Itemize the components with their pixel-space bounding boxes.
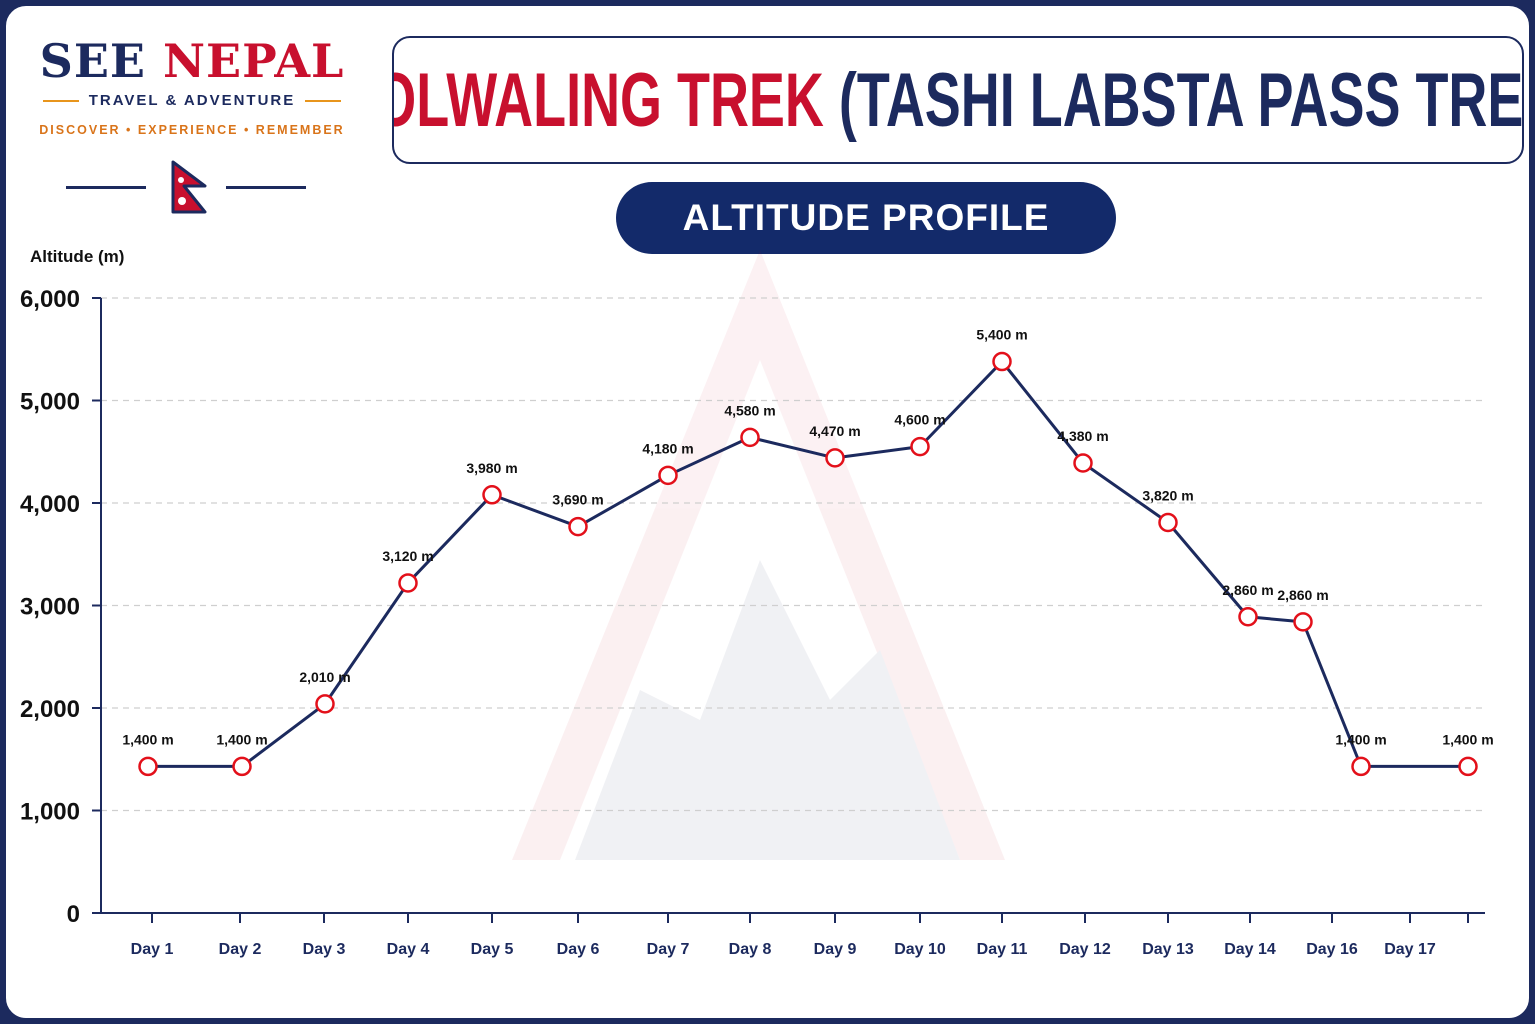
title-main: ROLWALING TREK (394, 57, 825, 143)
x-tick-label: Day 2 (219, 941, 262, 958)
altitude-series (138, 351, 1478, 777)
y-axis-title: Altitude (m) (30, 247, 124, 266)
data-label: 4,600 m (894, 412, 945, 428)
data-point (825, 448, 845, 468)
data-point (1238, 607, 1258, 627)
data-point (232, 756, 252, 777)
data-label: 5,400 m (976, 327, 1027, 343)
x-tick-label: Day 10 (894, 941, 946, 958)
data-point (138, 756, 158, 777)
divider (66, 186, 146, 189)
brand-tagline: DISCOVER • EXPERIENCE • REMEMBER (39, 123, 345, 137)
y-tick-label: 3,000 (20, 594, 80, 621)
data-point (910, 436, 930, 457)
brand-subtitle-row: TRAVEL & ADVENTURE (32, 92, 352, 109)
x-tick-label: Day 9 (814, 941, 857, 958)
x-tick-label: Day 12 (1059, 941, 1111, 958)
x-tick-label: Day 5 (471, 941, 514, 958)
data-label: 2,860 m (1222, 582, 1273, 598)
y-tick-label: 0 (67, 901, 80, 928)
flag-emblem (66, 156, 316, 216)
data-point (1293, 612, 1313, 632)
data-point (482, 485, 502, 505)
data-label: 4,470 m (809, 423, 860, 439)
data-point (658, 465, 678, 486)
data-point (398, 573, 418, 593)
poster-frame: SEE NEPAL TRAVEL & ADVENTURE DISCOVER • … (4, 4, 1531, 1020)
x-tick-label: Day 3 (303, 941, 346, 958)
data-point (740, 427, 760, 448)
title-sub: (TASHI LABSTA PASS TREK) (839, 57, 1524, 143)
chart-axes (92, 297, 1485, 923)
data-label: 3,690 m (552, 492, 603, 508)
x-axis-ticks: Day 1 Day 2 Day 3 Day 4 Day 5 Day 6 Day 7 Day 8… (131, 941, 1436, 958)
x-tick-label: Day 14 (1224, 941, 1276, 958)
y-tick-label: 5,000 (20, 389, 80, 416)
x-tick-label: Day 8 (729, 941, 772, 958)
data-point (1458, 756, 1478, 777)
data-label: 2,010 m (299, 669, 350, 685)
brand-logo: SEE NEPAL TRAVEL & ADVENTURE DISCOVER • … (32, 36, 352, 137)
data-label: 4,580 m (724, 402, 775, 418)
x-tick-label: Day 16 (1306, 941, 1358, 958)
data-point (1351, 756, 1371, 777)
data-labels: 1,400 m 1,400 m 2,010 m 3,120 m 3,980 m 3,690… (122, 327, 1493, 748)
x-tick-label: Day 11 (977, 941, 1028, 958)
x-tick-label: Day 6 (557, 941, 600, 958)
section-pill: ALTITUDE PROFILE (616, 182, 1116, 254)
data-point (568, 516, 588, 537)
brand-name: SEE NEPAL (32, 36, 352, 86)
x-tick-label: Day 13 (1142, 941, 1194, 958)
y-tick-label: 6,000 (20, 286, 80, 313)
brand-subtitle: TRAVEL & ADVENTURE (88, 92, 296, 109)
x-tick-label: Day 1 (131, 941, 174, 958)
divider (305, 99, 342, 102)
data-label: 2,860 m (1277, 587, 1328, 603)
data-label: 3,820 m (1142, 487, 1193, 503)
brand-name-see: SEE (39, 34, 146, 88)
nepal-flag-icon (171, 160, 207, 214)
y-tick-label: 4,000 (20, 491, 80, 518)
y-tick-label: 2,000 (20, 696, 80, 723)
data-label: 4,180 m (642, 440, 693, 456)
y-axis-ticks: 0 1,000 2,000 3,000 4,000 5,000 6,000 (20, 286, 80, 928)
divider (226, 186, 306, 189)
title-banner: ROLWALING TREK (TASHI LABSTA PASS TREK) (392, 36, 1524, 164)
data-label: 3,120 m (382, 548, 433, 564)
data-label: 3,980 m (466, 460, 517, 476)
data-label: 1,400 m (1442, 731, 1493, 747)
data-point (315, 694, 335, 714)
data-point (992, 351, 1012, 372)
data-label: 1,400 m (122, 731, 173, 747)
x-tick-label: Day 7 (647, 941, 690, 958)
data-label: 4,380 m (1057, 428, 1108, 444)
data-label: 1,400 m (216, 731, 267, 747)
data-point (1073, 453, 1093, 473)
x-tick-label: Day 4 (387, 941, 430, 958)
y-tick-label: 1,000 (20, 799, 80, 826)
divider (42, 99, 79, 102)
page-title: ROLWALING TREK (TASHI LABSTA PASS TREK) (394, 57, 1524, 144)
data-point (1158, 512, 1178, 533)
brand-name-nepal: NEPAL (162, 34, 345, 88)
mountain-watermark (512, 250, 1005, 860)
data-label: 1,400 m (1335, 731, 1386, 747)
x-tick-label: Day 17 (1384, 941, 1436, 958)
